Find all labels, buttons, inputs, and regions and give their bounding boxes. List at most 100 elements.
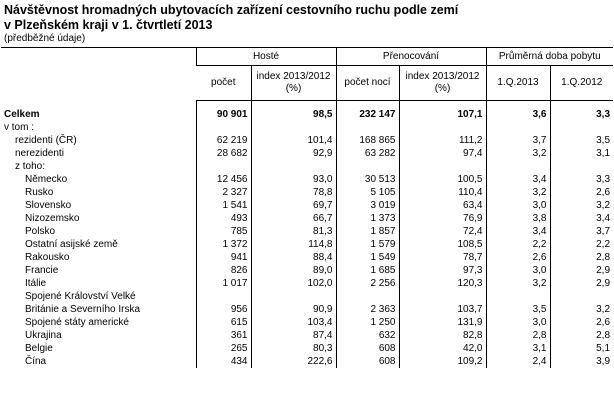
cell-avg-q2013: 2,2 <box>485 238 550 251</box>
header-nights-count: počet nocí <box>335 65 399 101</box>
cell-guests-index: 98,5 <box>250 108 336 121</box>
cell-nights-count: 5 105 <box>335 186 399 199</box>
row-label: Celkem <box>4 109 40 120</box>
cell-avg-q2013: 3,0 <box>485 199 550 212</box>
row-label: Rakousko <box>25 252 70 263</box>
cell-nights-count: 1 549 <box>335 251 399 264</box>
cell-nights-count: 232 147 <box>335 108 399 121</box>
cell-guests-count: 28 682 <box>195 147 251 160</box>
cell-avg-q2012: 3,4 <box>549 212 614 225</box>
cell-guests-index <box>250 160 336 173</box>
cell-guests-index: 102,0 <box>250 277 336 290</box>
cell-avg-q2013: 3,2 <box>485 147 550 160</box>
cell-nights-index: 110,4 <box>398 186 486 199</box>
cell-nights-count: 608 <box>335 342 399 355</box>
table-row: Rusko 2 327 78,8 5 105 110,4 3,2 2,6 <box>1 186 614 199</box>
header-q2013: 1.Q.2013 <box>485 65 550 101</box>
cell-guests-index: 87,4 <box>250 329 336 342</box>
cell-nights-index: 100,5 <box>398 173 486 186</box>
cell-avg-q2012 <box>549 121 614 134</box>
cell-avg-q2013: 3,6 <box>485 108 550 121</box>
cell-guests-index: 81,3 <box>250 225 336 238</box>
cell-guests-index: 222,6 <box>250 355 336 368</box>
cell-avg-q2013: 3,2 <box>485 277 550 290</box>
table-row: Polsko 785 81,3 1 857 72,4 3,4 3,7 <box>1 225 614 238</box>
cell-guests-count: 615 <box>195 316 251 329</box>
table-row: Rakousko 941 88,4 1 549 78,7 2,6 2,8 <box>1 251 614 264</box>
row-label: Čína <box>25 356 47 367</box>
cell-nights-count: 2 363 <box>335 290 399 316</box>
cell-guests-count: 941 <box>195 251 251 264</box>
cell-avg-q2012: 2,8 <box>549 251 614 264</box>
cell-nights-index: 78,7 <box>398 251 486 264</box>
table-row: rezidenti (ČR) 62 219 101,4 168 865 111,2 3,7… <box>1 134 614 147</box>
cell-guests-index: 90,9 <box>250 290 336 316</box>
cell-avg-q2012: 3,5 <box>549 134 614 147</box>
cell-guests-index: 101,4 <box>250 134 336 147</box>
cell-avg-q2012: 3,7 <box>549 225 614 238</box>
cell-guests-index: 69,7 <box>250 199 336 212</box>
cell-guests-index: 78,8 <box>250 186 336 199</box>
cell-guests-count <box>195 160 251 173</box>
cell-guests-count: 12 456 <box>195 173 251 186</box>
cell-guests-index: 88,4 <box>250 251 336 264</box>
cell-guests-count: 434 <box>195 355 251 368</box>
cell-avg-q2013: 2,4 <box>485 355 550 368</box>
cell-nights-count: 2 256 <box>335 277 399 290</box>
cell-avg-q2013: 2,8 <box>485 329 550 342</box>
cell-avg-q2012: 2,9 <box>549 277 614 290</box>
cell-guests-index: 103,4 <box>250 316 336 329</box>
data-table: Hosté Přenocování Průměrná doba pobytu p… <box>1 47 614 368</box>
cell-avg-q2012: 2,9 <box>549 264 614 277</box>
table-row: Celkem 90 901 98,5 232 147 107,1 3,6 3,3 <box>1 108 614 121</box>
cell-avg-q2013: 3,5 <box>485 290 550 316</box>
cell-guests-count: 90 901 <box>195 108 251 121</box>
cell-avg-q2013: 2,6 <box>485 251 550 264</box>
cell-guests-count: 956 <box>195 290 251 316</box>
table-row: Ostatní asijské země 1 372 114,8 1 579 108,5… <box>1 238 614 251</box>
cell-guests-count: 826 <box>195 264 251 277</box>
cell-nights-count: 1 250 <box>335 316 399 329</box>
cell-avg-q2012: 2,6 <box>549 316 614 329</box>
table-row: z toho: <box>1 160 614 173</box>
row-label: Slovensko <box>25 200 72 211</box>
cell-nights-count: 1 685 <box>335 264 399 277</box>
row-label: Ukrajina <box>25 330 62 341</box>
header-guests: Hosté <box>195 47 336 66</box>
cell-nights-count: 1 857 <box>335 225 399 238</box>
cell-nights-index: 107,1 <box>398 108 486 121</box>
cell-guests-count: 265 <box>195 342 251 355</box>
cell-nights-index <box>398 160 486 173</box>
cell-nights-count: 1 579 <box>335 238 399 251</box>
header-nights: Přenocování <box>335 47 486 66</box>
cell-avg-q2012: 3,1 <box>549 147 614 160</box>
table-row: Slovensko 1 541 69,7 3 019 63,4 3,0 3,2 <box>1 199 614 212</box>
row-label: z toho: <box>15 161 46 172</box>
cell-guests-count: 785 <box>195 225 251 238</box>
cell-guests-index: 80,3 <box>250 342 336 355</box>
header-q2012: 1.Q.2012 <box>549 65 614 101</box>
row-label: Německo <box>25 174 68 185</box>
cell-avg-q2012: 3,9 <box>549 355 614 368</box>
cell-avg-q2012: 3,3 <box>549 108 614 121</box>
cell-nights-count: 63 282 <box>335 147 399 160</box>
table-row: Nizozemsko 493 66,7 1 373 76,9 3,8 3,4 <box>1 212 614 225</box>
page-title: Návštěvnost hromadných ubytovacích zaříz… <box>4 3 458 33</box>
row-label: Rusko <box>25 187 54 198</box>
row-label: v tom : <box>4 122 35 133</box>
cell-nights-count: 608 <box>335 355 399 368</box>
cell-guests-count: 493 <box>195 212 251 225</box>
preliminary-note: (předběžné údaje) <box>4 33 86 44</box>
cell-nights-count: 168 865 <box>335 134 399 147</box>
header-guests-index: index 2013/2012 (%) <box>250 65 336 101</box>
cell-guests-index: 66,7 <box>250 212 336 225</box>
cell-avg-q2013: 3,1 <box>485 342 550 355</box>
cell-nights-index: 63,4 <box>398 199 486 212</box>
cell-guests-index: 93,0 <box>250 173 336 186</box>
cell-guests-count: 62 219 <box>195 134 251 147</box>
table-row: Spojené Království Velké Británie a Sever… <box>1 290 614 316</box>
row-label-line-1: Spojené Království Velké <box>25 291 136 302</box>
cell-nights-index: 97,4 <box>398 147 486 160</box>
cell-nights-count: 3 019 <box>335 199 399 212</box>
cell-avg-q2013: 3,0 <box>485 264 550 277</box>
